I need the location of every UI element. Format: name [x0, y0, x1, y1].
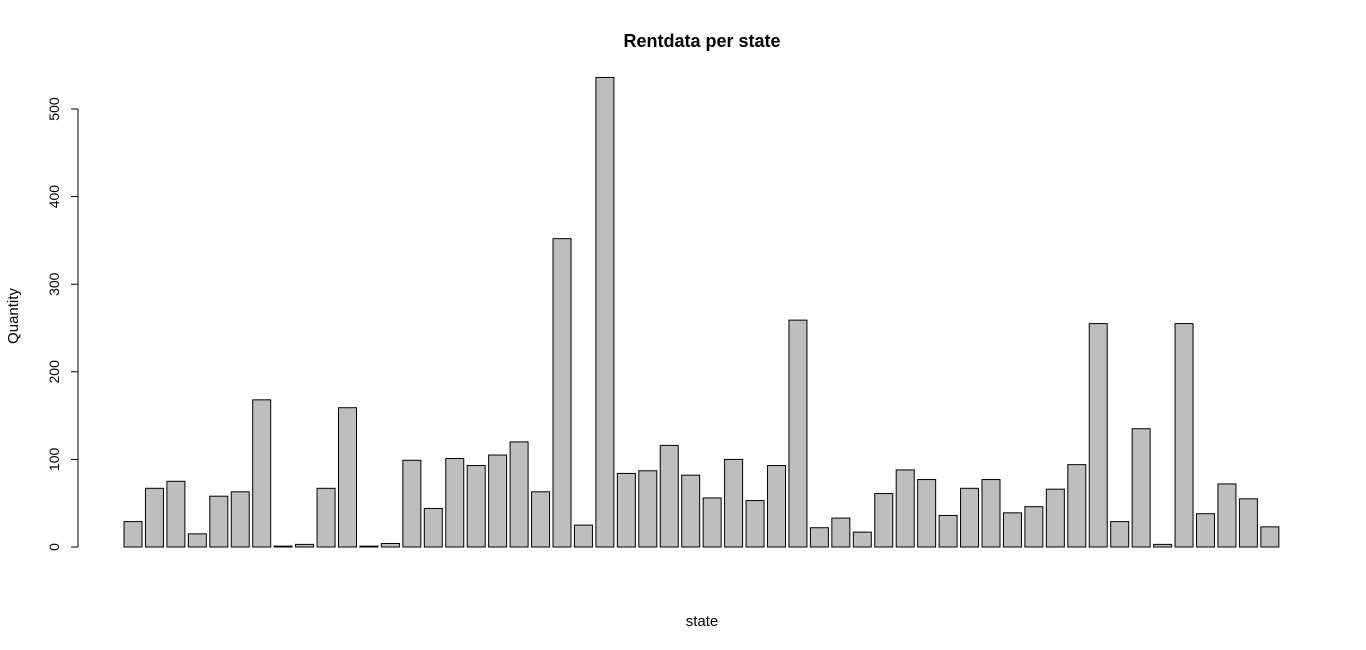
bar — [638, 470, 658, 548]
bar — [745, 500, 765, 548]
bar — [724, 458, 744, 548]
y-axis: 0 100 200 300 400 500 — [46, 97, 79, 551]
bar — [1238, 498, 1258, 548]
bar — [1153, 543, 1173, 548]
bar — [1217, 483, 1237, 548]
bar — [917, 479, 937, 548]
bar — [1067, 464, 1087, 548]
y-tick-label: 500 — [46, 97, 62, 121]
bar — [767, 465, 786, 548]
bar — [788, 319, 808, 548]
bar — [831, 517, 851, 548]
bar — [595, 76, 615, 548]
bar — [209, 495, 229, 548]
bar — [295, 543, 315, 548]
bar — [1196, 513, 1215, 548]
y-tick-label: 200 — [46, 360, 62, 384]
bar — [488, 454, 508, 548]
bar — [1024, 506, 1044, 548]
bar — [187, 533, 207, 548]
bar — [466, 465, 486, 548]
bar — [166, 480, 186, 548]
y-tick-label: 0 — [46, 543, 62, 551]
bar — [960, 487, 980, 548]
bar — [552, 238, 572, 548]
bar — [230, 491, 250, 548]
bar — [380, 543, 400, 548]
bar — [123, 521, 143, 548]
bar — [852, 531, 872, 548]
bar — [616, 472, 636, 548]
bar — [316, 487, 336, 548]
bar — [1002, 512, 1022, 548]
bar — [659, 444, 679, 548]
bar — [1174, 323, 1194, 548]
bars-group — [123, 76, 1280, 548]
bar — [402, 459, 422, 548]
bar — [1260, 526, 1280, 548]
bar — [895, 469, 915, 548]
bar — [509, 441, 529, 548]
bar — [445, 458, 465, 548]
y-tick-label: 100 — [46, 448, 62, 472]
bar — [1045, 488, 1065, 548]
bar — [531, 491, 551, 548]
bar — [1110, 521, 1130, 548]
bar — [809, 527, 829, 548]
bar — [681, 474, 701, 548]
bar — [144, 487, 164, 548]
bar — [981, 479, 1001, 548]
bar — [573, 524, 593, 548]
y-tick-label: 300 — [46, 272, 62, 296]
chart-title: Rentdata per state — [623, 31, 780, 51]
bar — [423, 507, 443, 548]
bar — [359, 545, 379, 548]
y-tick-label: 400 — [46, 185, 62, 209]
bar — [338, 407, 357, 548]
bar — [1088, 323, 1108, 548]
y-axis-title: Quantity — [5, 288, 22, 344]
bar — [938, 514, 958, 548]
bar — [702, 497, 722, 548]
bar — [874, 493, 894, 548]
x-axis-title: state — [686, 613, 719, 630]
bar — [252, 399, 272, 548]
bar — [273, 545, 293, 548]
bar — [1131, 428, 1151, 548]
